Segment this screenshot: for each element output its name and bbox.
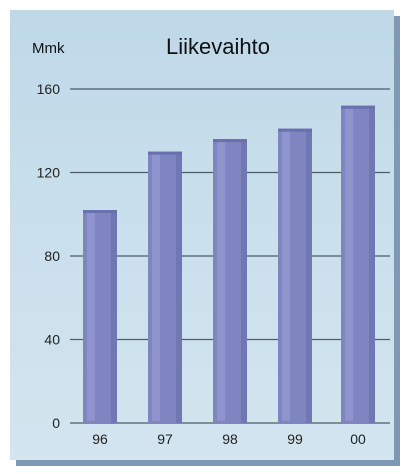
x-tick-label: 98 (222, 431, 238, 447)
bar-highlight (345, 107, 353, 421)
bar-highlight (282, 130, 290, 421)
bar-edge-shade (111, 210, 117, 423)
y-tick-label: 80 (44, 248, 60, 264)
bars (83, 105, 375, 423)
bar-98 (213, 139, 247, 423)
bar-cap (341, 105, 375, 109)
y-axis-unit-label: Mmk (32, 40, 65, 57)
chart-panel (10, 10, 394, 460)
y-tick-label: 160 (37, 81, 61, 97)
bar-highlight (87, 212, 95, 421)
x-tick-label: 99 (287, 431, 303, 447)
bar-edge-shade (369, 105, 375, 423)
bar-highlight (217, 141, 225, 421)
bar-99 (278, 128, 312, 423)
bar-cap (148, 151, 182, 155)
y-tick-label: 0 (52, 415, 60, 431)
bar-cap (83, 210, 117, 214)
bar-edge-shade (176, 151, 182, 423)
bar-edge-shade (306, 128, 312, 423)
x-tick-labels: 96 97 98 99 00 (92, 431, 366, 447)
chart-title: Liikevaihto (166, 34, 270, 59)
x-tick-label: 97 (157, 431, 173, 447)
bar-00 (341, 105, 375, 423)
y-tick-label: 120 (37, 165, 61, 181)
bar-96 (83, 210, 117, 423)
x-tick-label: 00 (350, 431, 366, 447)
y-tick-label: 40 (44, 332, 60, 348)
x-tick-label: 96 (92, 431, 108, 447)
bar-highlight (152, 153, 160, 421)
bar-cap (213, 139, 247, 143)
bar-edge-shade (241, 139, 247, 423)
bar-cap (278, 128, 312, 132)
bar-97 (148, 151, 182, 423)
y-tick-labels: 0 40 80 120 160 (37, 81, 61, 431)
